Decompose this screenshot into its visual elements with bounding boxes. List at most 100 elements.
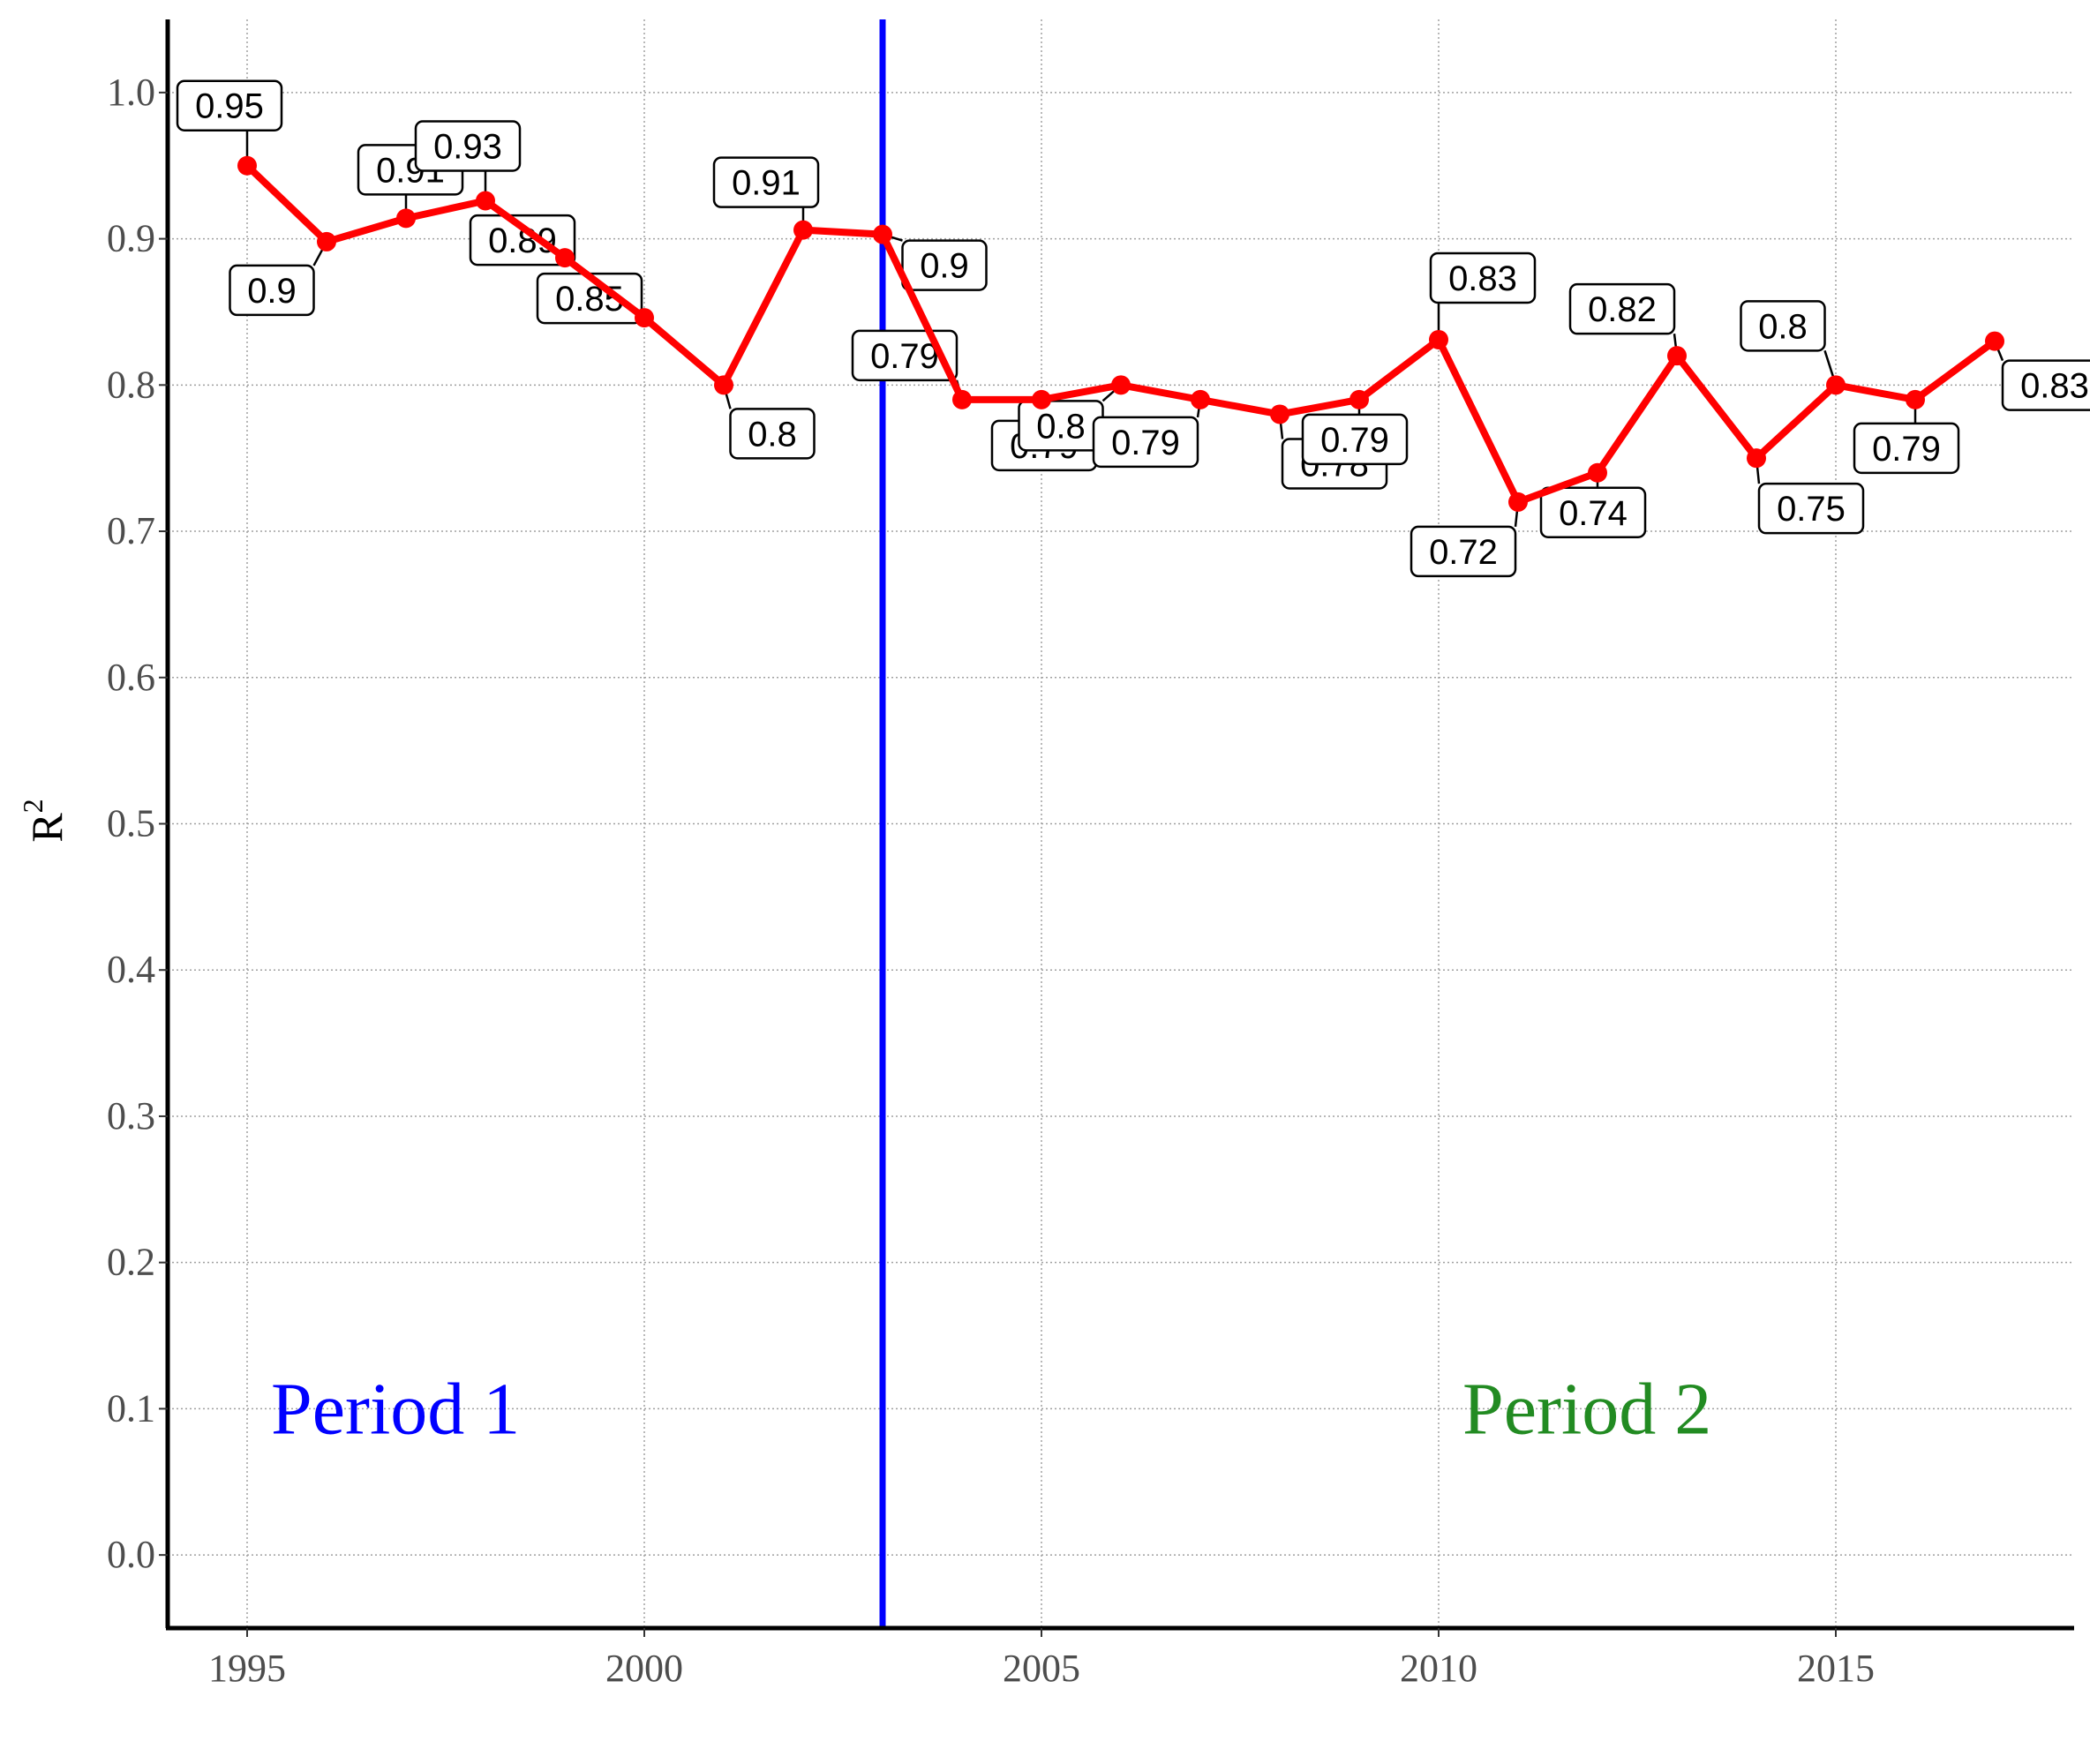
data-label: 0.75 — [1755, 458, 1865, 535]
data-label-text: 0.79 — [1111, 424, 1180, 462]
x-tick-label: 2015 — [1797, 1647, 1875, 1690]
data-label-text: 0.79 — [870, 337, 939, 376]
data-label-text: 0.74 — [1559, 494, 1628, 533]
data-label: 0.83 — [1429, 251, 1537, 340]
data-label-text: 0.83 — [2020, 367, 2089, 406]
data-point — [1826, 375, 1846, 395]
data-label-text: 0.85 — [555, 280, 624, 319]
data-label-text: 0.79 — [1872, 430, 1941, 469]
data-point — [873, 224, 892, 244]
period-annotation: Period 1 — [271, 1368, 520, 1450]
data-label-box — [176, 79, 283, 131]
data-label: 0.72 — [1410, 501, 1520, 578]
data-label: 0.83 — [1993, 341, 2090, 411]
data-label-box — [414, 120, 522, 172]
data-point — [1588, 462, 1607, 483]
data-point — [1032, 389, 1051, 409]
data-point — [1191, 389, 1210, 409]
x-tick-label: 1995 — [208, 1647, 286, 1690]
y-tick-label: 0.6 — [107, 656, 155, 699]
data-point — [952, 389, 972, 409]
data-label: 0.9 — [882, 233, 988, 291]
data-label-box — [469, 214, 576, 266]
y-tick-label: 0.4 — [107, 948, 155, 991]
data-label-text: 0.82 — [1588, 290, 1657, 329]
data-label-box — [1410, 525, 1517, 578]
data-label-box — [1092, 416, 1199, 469]
data-point — [635, 308, 654, 328]
data-label-text: 0.72 — [1429, 533, 1498, 572]
data-point — [1111, 375, 1131, 395]
data-label: 0.9 — [229, 241, 328, 317]
data-label-text: 0.93 — [433, 128, 502, 167]
y-tick-label: 0.5 — [107, 802, 155, 845]
data-label: 0.91 — [712, 156, 820, 230]
data-label-box — [1568, 282, 1676, 335]
data-label: 0.8 — [722, 384, 816, 460]
data-label-box — [1429, 251, 1537, 304]
data-point — [714, 375, 733, 395]
data-label-text: 0.83 — [1448, 259, 1517, 298]
data-label-box — [1301, 413, 1409, 466]
data-point — [1349, 389, 1369, 409]
series-layer — [237, 155, 2004, 512]
y-tick-label: 0.2 — [107, 1241, 155, 1284]
data-label: 0.79 — [1301, 399, 1409, 466]
data-label: 0.8 — [1740, 300, 1838, 386]
data-label-box — [1853, 422, 1960, 475]
data-label: 0.85 — [536, 272, 646, 325]
data-label: 0.82 — [1568, 282, 1679, 357]
data-point — [1508, 492, 1528, 512]
data-label-layer: 0.950.90.910.930.890.850.80.910.90.790.7… — [176, 79, 2090, 578]
data-point — [793, 220, 813, 240]
data-label: 0.79 — [851, 329, 964, 401]
data-point — [396, 208, 416, 229]
data-label-text: 0.9 — [920, 247, 969, 286]
data-point — [1906, 389, 1925, 409]
data-label: 0.74 — [1539, 472, 1647, 539]
data-point — [1270, 404, 1289, 424]
data-label: 0.79 — [1092, 399, 1202, 469]
data-point — [555, 248, 575, 268]
data-label-box — [2001, 359, 2090, 411]
y-tick-label: 0.0 — [107, 1533, 155, 1576]
data-label-box — [1539, 486, 1647, 539]
data-label-text: 0.91 — [732, 164, 801, 203]
tick-labels: 0.0 0.1 0.2 0.3 0.4 0.5 0.6 0.7 0.8 0.9 1.0 1995 200… — [107, 71, 1875, 1690]
data-label-text: 0.95 — [195, 87, 264, 126]
data-point — [1667, 346, 1687, 366]
y-tick-label: 0.1 — [107, 1386, 155, 1430]
data-label-text: 0.75 — [1777, 490, 1846, 529]
data-point — [1747, 448, 1766, 469]
data-label-box — [1740, 300, 1826, 352]
data-point — [317, 231, 336, 251]
x-tick-label: 2005 — [1003, 1647, 1080, 1690]
period-annotation: Period 2 — [1462, 1368, 1711, 1450]
data-point — [476, 191, 495, 211]
data-label-text: 0.79 — [1320, 421, 1389, 460]
data-label: 0.8 — [1018, 384, 1122, 452]
data-label-text: 0.8 — [1036, 407, 1086, 446]
data-label-text: 0.8 — [748, 415, 797, 454]
x-tick-label: 2010 — [1400, 1647, 1477, 1690]
data-label-box — [229, 264, 315, 317]
data-label-box — [1757, 482, 1865, 535]
y-axis-title-superscript: 2 — [17, 799, 49, 813]
x-tick-label: 2000 — [605, 1647, 683, 1690]
data-label-box — [901, 239, 988, 291]
y-tick-label: 0.9 — [107, 217, 155, 260]
data-label: 0.95 — [176, 79, 283, 166]
data-label-text: 0.8 — [1758, 307, 1808, 346]
data-label-box — [729, 408, 816, 460]
data-point — [237, 155, 257, 176]
y-tick-label: 0.3 — [107, 1094, 155, 1137]
data-point — [1985, 331, 2004, 351]
data-label-box — [712, 156, 820, 208]
data-label-box — [851, 329, 959, 382]
grid-lines — [168, 19, 2074, 1628]
data-label: 0.79 — [1853, 399, 1960, 475]
y-axis-title-base: R — [22, 813, 71, 843]
y-tick-label: 0.7 — [107, 509, 155, 552]
y-tick-label: 1.0 — [107, 71, 155, 114]
